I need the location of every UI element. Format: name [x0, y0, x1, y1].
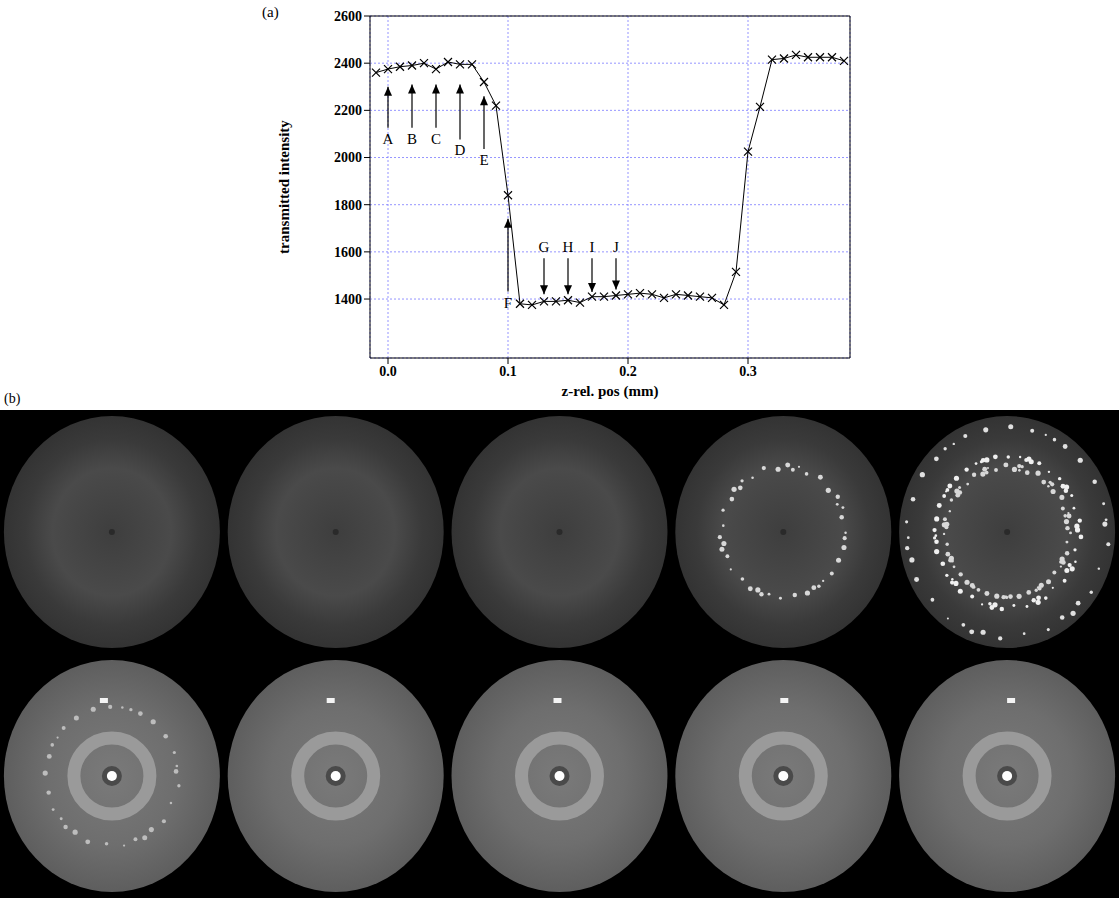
- svg-text:1800: 1800: [334, 198, 362, 213]
- svg-text:0.3: 0.3: [739, 364, 757, 379]
- svg-text:1400: 1400: [334, 292, 362, 307]
- svg-text:2600: 2600: [334, 9, 362, 24]
- svg-text:2400: 2400: [334, 56, 362, 71]
- svg-text:0.0: 0.0: [379, 364, 397, 379]
- svg-text:A: A: [383, 131, 394, 147]
- svg-text:J: J: [613, 239, 619, 255]
- svg-text:1600: 1600: [334, 245, 362, 260]
- svg-text:G: G: [539, 239, 550, 255]
- svg-text:F: F: [504, 295, 512, 311]
- svg-text:I: I: [590, 239, 595, 255]
- svg-text:B: B: [407, 131, 417, 147]
- html-text:(b): (b): [4, 391, 21, 406]
- svg-text:transmitted intensity: transmitted intensity: [276, 120, 292, 254]
- svg-text:z-rel. pos (mm): z-rel. pos (mm): [562, 383, 659, 400]
- svg-text:D: D: [455, 142, 466, 158]
- svg-text:E: E: [479, 152, 488, 168]
- svg-text:0.1: 0.1: [499, 364, 517, 379]
- svg-text:C: C: [431, 131, 441, 147]
- svg-text:H: H: [563, 239, 574, 255]
- html-text:(a): (a): [262, 4, 279, 20]
- svg-text:2000: 2000: [334, 150, 362, 165]
- svg-text:2200: 2200: [334, 103, 362, 118]
- svg-text:0.2: 0.2: [619, 364, 637, 379]
